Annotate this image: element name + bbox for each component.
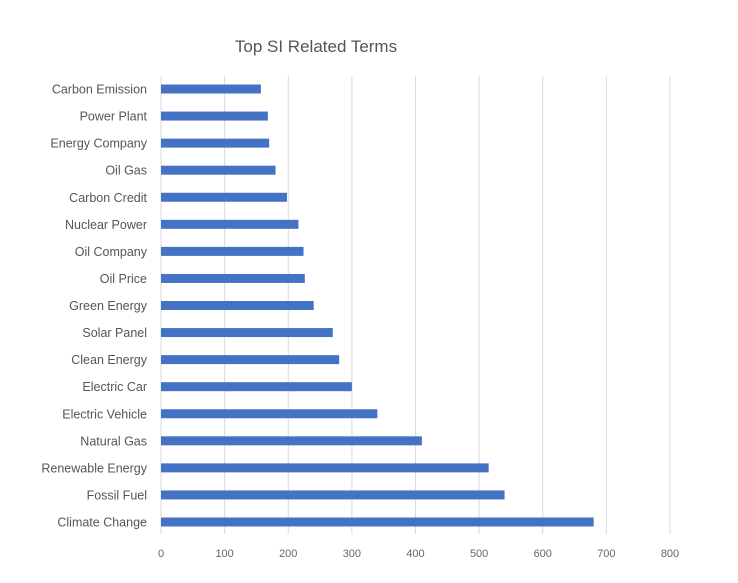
bar [161, 246, 304, 256]
category-label: Power Plant [80, 110, 148, 124]
bar [161, 192, 287, 202]
x-tick-label: 800 [661, 548, 679, 560]
category-labels: Carbon Emission Power Plant Energy Company… [41, 83, 147, 530]
bar [161, 165, 276, 175]
category-label: Clean Energy [71, 353, 147, 367]
bar [161, 328, 333, 338]
category-label: Carbon Credit [69, 191, 147, 205]
category-label: Fossil Fuel [87, 488, 147, 502]
x-tick-labels: 0 100 200 300 400 500 600 700 800 [158, 548, 679, 560]
x-tick-label: 300 [343, 548, 361, 560]
x-tick-label: 700 [597, 548, 615, 560]
category-label: Renewable Energy [41, 461, 147, 475]
bar [161, 301, 314, 310]
category-label: Electric Car [82, 380, 147, 394]
bar [161, 84, 261, 94]
bar [161, 382, 352, 392]
bar [161, 111, 268, 121]
category-label: Oil Price [100, 272, 147, 286]
bar [161, 436, 422, 446]
bar [161, 463, 489, 473]
bar [161, 273, 305, 283]
category-label: Green Energy [69, 299, 148, 313]
category-label: Energy Company [50, 137, 147, 151]
category-label: Solar Panel [82, 326, 147, 340]
category-label: Climate Change [57, 516, 147, 530]
bar [161, 490, 505, 500]
category-label: Carbon Emission [52, 83, 147, 97]
bar [161, 517, 594, 527]
x-tick-label: 400 [406, 548, 424, 560]
category-label: Oil Company [75, 245, 148, 259]
x-tick-label: 500 [470, 548, 488, 560]
bars-group [161, 84, 594, 527]
x-tick-label: 200 [279, 548, 297, 560]
category-label: Nuclear Power [65, 218, 147, 232]
bar [161, 355, 340, 365]
chart-title: Top SI Related Terms [235, 37, 397, 56]
bar [161, 219, 299, 229]
bar [161, 138, 270, 148]
grid-lines [160, 76, 671, 534]
x-tick-label: 100 [215, 548, 233, 560]
x-tick-label: 600 [534, 548, 552, 560]
category-label: Electric Vehicle [62, 407, 147, 421]
category-label: Natural Gas [80, 434, 147, 448]
x-tick-label: 0 [158, 548, 164, 560]
category-label: Oil Gas [105, 164, 147, 178]
bar [161, 409, 378, 419]
